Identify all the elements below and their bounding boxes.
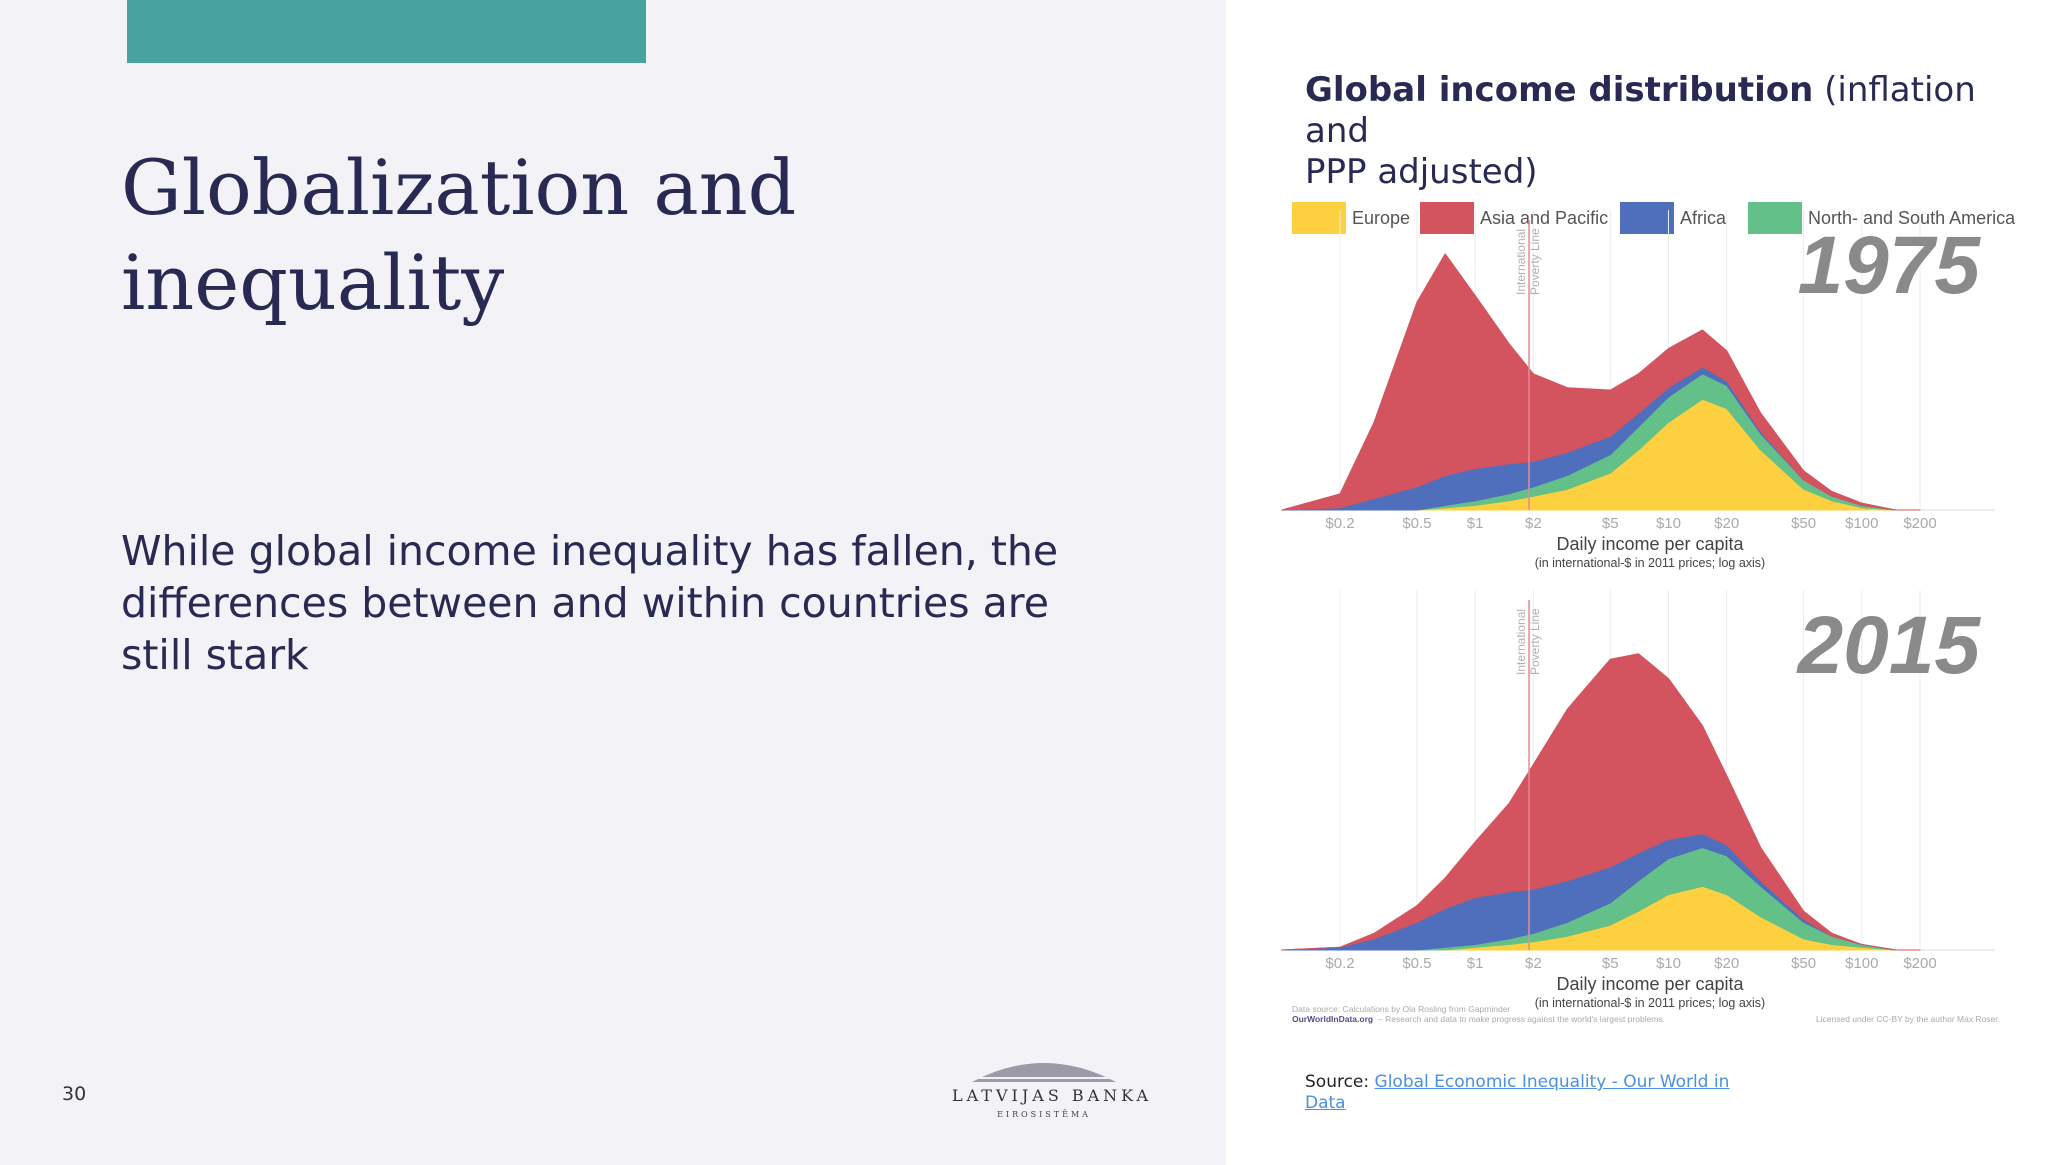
legend-label-2: Africa	[1680, 208, 1727, 228]
slide-title-line-2: inequality	[121, 238, 505, 327]
x-tick-0-3: $2	[1525, 515, 1542, 532]
slide-body-line-1: While global income inequality has falle…	[121, 527, 1059, 575]
poverty-line-label-0-1: Poverty Line	[1528, 228, 1542, 295]
x-tick-0-7: $50	[1791, 515, 1816, 532]
x-tick-1-6: $20	[1714, 955, 1739, 972]
footer-license: Licensed under CC-BY by the author Max R…	[1816, 1014, 2000, 1024]
x-tick-0-5: $10	[1656, 515, 1681, 532]
x-tick-0-2: $1	[1467, 515, 1484, 532]
area-2015-3	[1281, 653, 1921, 951]
x-tick-1-7: $50	[1791, 955, 1816, 972]
latvijas-banka-logo: LATVIJAS BANKA EIROSISTĒMA	[952, 1052, 1153, 1122]
x-tick-1-0: $0.2	[1325, 955, 1354, 972]
logo-name: LATVIJAS BANKA	[952, 1086, 1153, 1105]
source-link-line-2: Data	[1305, 1093, 1346, 1113]
footer-data-source: Data source: Calculations by Ola Rosling…	[1292, 1004, 1510, 1014]
legend-swatch-3	[1748, 202, 1802, 234]
x-tick-1-5: $10	[1656, 955, 1681, 972]
x-tick-1-1: $0.5	[1402, 955, 1431, 972]
x-tick-0-6: $20	[1714, 515, 1739, 532]
logo-arc-icon	[972, 1063, 1116, 1082]
x-axis-subtitle-0: (in international-$ in 2011 prices; log …	[1535, 556, 1765, 570]
poverty-line-label-1-1: Poverty Line	[1528, 608, 1542, 675]
footer-site: OurWorldInData.org	[1292, 1014, 1373, 1024]
legend-label-3: North- and South America	[1808, 208, 2016, 228]
x-axis-title-0: Daily income per capita	[1556, 534, 1744, 554]
x-tick-0-4: $5	[1602, 515, 1619, 532]
x-tick-1-4: $5	[1602, 955, 1619, 972]
footer-tagline: – Research and data to make progress aga…	[1378, 1014, 1665, 1024]
legend-swatch-0	[1292, 202, 1346, 234]
poverty-line-label-0-0: International	[1514, 229, 1528, 295]
x-tick-0-1: $0.5	[1402, 515, 1431, 532]
x-axis-title-1: Daily income per capita	[1556, 974, 1744, 994]
chart-heading-rest: (inflation and	[1305, 70, 1976, 151]
area-1975-3	[1281, 253, 1921, 511]
x-tick-1-3: $2	[1525, 955, 1542, 972]
source-link-line-1: Global Economic Inequality - Our World i…	[1374, 1072, 1730, 1092]
legend-swatch-2	[1620, 202, 1674, 234]
legend-swatch-1	[1420, 202, 1474, 234]
chart-heading-line-2: PPP adjusted)	[1305, 152, 1538, 192]
year-label-1: 2015	[1796, 600, 1982, 691]
slide-body-line-3: still stark	[121, 631, 309, 679]
x-tick-1-2: $1	[1467, 955, 1484, 972]
chart-heading: Global income distribution (inflation an…	[1305, 70, 2025, 193]
chart-heading-bold: Global income distribution	[1305, 70, 1814, 110]
x-tick-0-9: $200	[1903, 515, 1936, 532]
logo-subtitle: EIROSISTĒMA	[997, 1110, 1091, 1119]
slide-body-line-2: differences between and within countries…	[121, 579, 1049, 627]
slide-title: Globalization and inequality	[121, 140, 1021, 330]
slide-title-line-1: Globalization and	[121, 143, 797, 232]
x-tick-0-0: $0.2	[1325, 515, 1354, 532]
slide-body-text: While global income inequality has falle…	[121, 525, 1101, 681]
slide-left-panel: Globalization and inequality While globa…	[0, 0, 1226, 1165]
source-note: Source: Global Economic Inequality - Our…	[1305, 1072, 1765, 1114]
x-tick-1-9: $200	[1903, 955, 1936, 972]
x-tick-1-8: $100	[1845, 955, 1878, 972]
source-label: Source:	[1305, 1072, 1370, 1092]
legend-label-1: Asia and Pacific	[1480, 208, 1608, 228]
source-link[interactable]: Global Economic Inequality - Our World i…	[1305, 1072, 1729, 1113]
x-tick-0-8: $100	[1845, 515, 1878, 532]
accent-bar	[127, 0, 646, 63]
year-label-0: 1975	[1798, 220, 1982, 311]
poverty-line-label-1-0: International	[1514, 609, 1528, 675]
x-axis-subtitle-1: (in international-$ in 2011 prices; log …	[1535, 996, 1765, 1010]
legend-label-0: Europe	[1352, 208, 1410, 228]
page-number: 30	[62, 1083, 87, 1105]
income-distribution-chart: Europe Asia and Pacific Africa North- and S…	[1281, 202, 2016, 1024]
